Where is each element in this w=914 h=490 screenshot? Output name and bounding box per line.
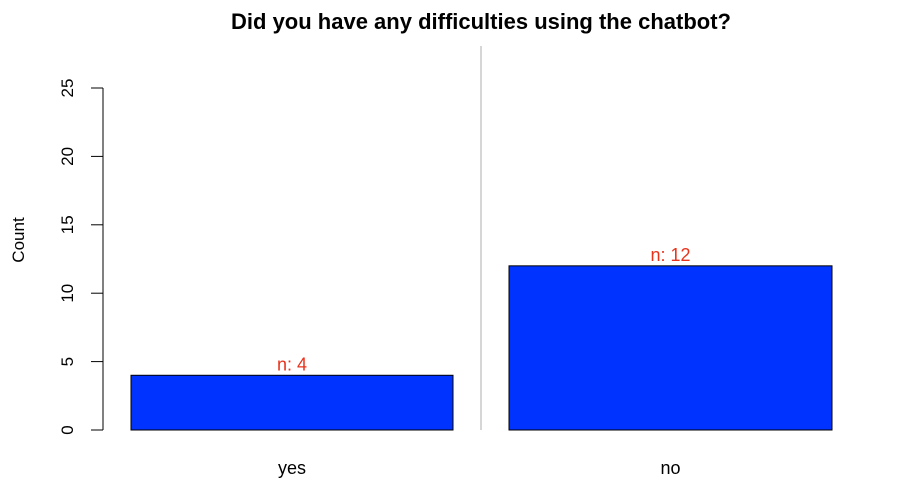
chart-title: Did you have any difficulties using the … bbox=[231, 9, 731, 34]
bar-value-label-no: n: 12 bbox=[650, 245, 690, 265]
y-tick-label: 10 bbox=[58, 284, 77, 303]
bars bbox=[130, 265, 833, 431]
x-category-label-yes: yes bbox=[278, 458, 306, 478]
y-tick-label: 5 bbox=[58, 357, 77, 366]
bar-yes bbox=[130, 374, 454, 431]
bar-value-label-yes: n: 4 bbox=[277, 354, 307, 374]
x-category-label-no: no bbox=[660, 458, 680, 478]
x-axis-categories: yes no bbox=[278, 458, 681, 478]
y-tick-label: 20 bbox=[58, 147, 77, 166]
y-axis: 0 5 10 15 20 25 bbox=[58, 79, 104, 435]
bar-no bbox=[508, 265, 833, 431]
y-axis-label: Count bbox=[9, 217, 28, 263]
y-tick-label: 15 bbox=[58, 215, 77, 234]
bar-value-labels: n: 4 n: 12 bbox=[277, 245, 691, 374]
y-tick-label: 25 bbox=[58, 79, 77, 98]
y-tick-label: 0 bbox=[58, 425, 77, 434]
